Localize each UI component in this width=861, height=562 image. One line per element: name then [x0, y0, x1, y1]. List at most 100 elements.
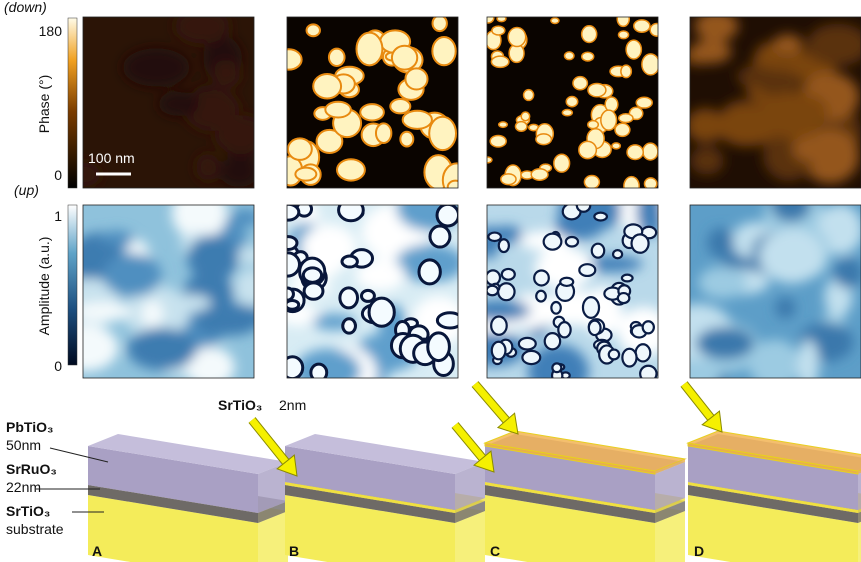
- patch: [74, 302, 131, 322]
- domain: [429, 117, 456, 150]
- domain: [356, 33, 382, 66]
- domain: [624, 177, 639, 196]
- domain: [524, 90, 534, 101]
- domain: [403, 111, 432, 129]
- domain: [508, 27, 525, 46]
- domain: [566, 97, 577, 107]
- panel-label: D: [694, 543, 704, 559]
- domain: [618, 293, 630, 303]
- phase-map: [482, 12, 664, 196]
- domain: [626, 40, 641, 59]
- maps: [53, 9, 861, 400]
- patch: [690, 147, 724, 175]
- patch: [232, 209, 261, 227]
- domain: [634, 20, 650, 32]
- domain: [594, 213, 607, 221]
- amplitude-min: 0: [54, 358, 62, 374]
- patch: [220, 158, 259, 187]
- cap-layer-name: SrTiO₃: [218, 397, 262, 413]
- phase-bottom-note: (up): [14, 182, 39, 198]
- domain: [589, 321, 601, 335]
- domain: [627, 145, 643, 160]
- layer-name: SrRuO₃: [6, 461, 57, 477]
- domain: [499, 239, 509, 252]
- domain: [573, 77, 587, 90]
- scale-bar-label: 100 nm: [88, 150, 135, 166]
- patch: [215, 115, 267, 154]
- patch: [196, 154, 219, 181]
- domain: [643, 321, 654, 333]
- patch: [123, 48, 190, 86]
- domain: [286, 300, 299, 309]
- domain: [303, 268, 321, 282]
- domain: [311, 364, 327, 381]
- patch: [695, 11, 739, 42]
- domain: [545, 333, 560, 349]
- phase-map: [682, 11, 861, 188]
- domain: [515, 122, 527, 132]
- domain: [433, 16, 447, 32]
- domain: [519, 338, 536, 350]
- domain: [492, 26, 505, 35]
- domain: [577, 199, 590, 211]
- domain: [582, 52, 594, 61]
- domain: [325, 102, 351, 118]
- domain: [613, 250, 622, 258]
- patch: [793, 136, 828, 162]
- domain: [488, 233, 501, 241]
- domain: [551, 302, 560, 314]
- domain: [588, 83, 606, 96]
- layer-name: SrTiO₃: [6, 503, 50, 519]
- phase-max: 180: [39, 23, 63, 39]
- amplitude-map: [661, 189, 861, 396]
- domain: [339, 200, 364, 221]
- patch: [234, 269, 268, 306]
- domain: [615, 123, 630, 136]
- domain: [295, 168, 316, 181]
- domain: [288, 138, 312, 159]
- domain: [622, 275, 633, 282]
- domain: [419, 260, 440, 284]
- domain: [343, 319, 356, 333]
- domain: [361, 290, 374, 301]
- figure: (down) 180 Phase (°) 0 (up) 1 Amplitude …: [0, 0, 861, 562]
- amplitude-map: [53, 185, 284, 388]
- domain: [307, 24, 320, 36]
- phase-min: 0: [54, 167, 62, 183]
- domain: [531, 169, 548, 180]
- domain: [583, 297, 599, 318]
- domain: [522, 351, 540, 364]
- patch: [775, 297, 796, 318]
- amplitude-label: Amplitude (a.u.): [36, 237, 52, 336]
- amplitude-map: [276, 186, 467, 400]
- domain: [566, 237, 578, 246]
- domain: [282, 357, 303, 379]
- patch: [128, 328, 197, 370]
- domain: [313, 74, 341, 99]
- domain: [562, 110, 572, 116]
- domain: [498, 283, 514, 300]
- domain: [582, 26, 597, 43]
- domain: [329, 49, 345, 66]
- domain: [592, 244, 604, 258]
- domain: [619, 31, 629, 39]
- domain: [437, 204, 459, 226]
- cap-layer-thickness: 2nm: [279, 397, 306, 413]
- domain: [279, 237, 296, 250]
- patch: [141, 300, 164, 327]
- domain: [492, 342, 506, 360]
- patch: [698, 267, 747, 299]
- phase-colorbar: [68, 18, 77, 188]
- domain: [337, 159, 365, 180]
- domain: [551, 18, 559, 24]
- patch: [765, 92, 823, 139]
- amplitude-map: [459, 186, 678, 398]
- domain: [360, 104, 384, 120]
- domain: [369, 298, 394, 326]
- arrow-shaft: [252, 420, 286, 462]
- patch: [686, 108, 726, 142]
- domain: [636, 344, 651, 361]
- amplitude-max: 1: [54, 208, 62, 224]
- domain: [588, 121, 599, 129]
- domain: [650, 24, 664, 37]
